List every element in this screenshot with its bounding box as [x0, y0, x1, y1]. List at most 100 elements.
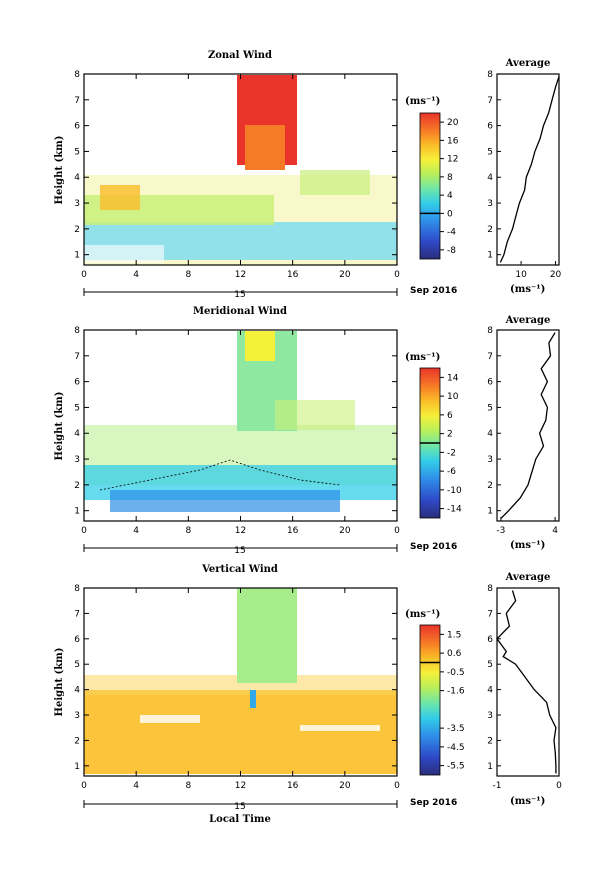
profile-y-tick-label: 8: [487, 584, 493, 594]
profile-xlabel: (ms⁻¹): [510, 796, 545, 807]
x-tick-label: 16: [287, 781, 299, 791]
x-tick-label: 16: [287, 526, 299, 536]
colorbar-tick-label: 2: [447, 430, 453, 440]
field-patch-early: [100, 185, 140, 210]
field-gap-1: [140, 715, 200, 723]
x-tick-label: 12: [235, 270, 246, 280]
zero-contour: [99, 459, 341, 491]
heatmap-field: [84, 331, 397, 512]
profile-frame: [496, 73, 560, 266]
colorbar-tick-label: 1.5: [447, 630, 461, 640]
profile-title: Average: [505, 58, 551, 69]
profile-y-tick-label: 4: [487, 173, 493, 183]
x-tick-label: 0: [394, 781, 400, 791]
y-axis-label: Height (km): [54, 392, 65, 461]
profile-x-tick-label: 4: [552, 526, 558, 536]
x-tick-label: 0: [81, 781, 87, 791]
field-band-low: [84, 690, 397, 774]
day-label: 15: [234, 546, 245, 556]
colorbar-tick-label: 14: [447, 373, 459, 383]
profile-x-tick-label: 20: [550, 270, 562, 280]
colorbar-unit: (ms⁻¹): [405, 352, 440, 363]
profile-y-tick-label: 5: [487, 147, 493, 157]
y-tick-label: 1: [74, 762, 80, 772]
x-tick-label: 4: [133, 526, 139, 536]
profile-x-tick-label: -1: [493, 781, 502, 791]
colorbar-tick-label: 16: [447, 136, 459, 146]
x-tick-label: 0: [81, 526, 87, 536]
chart-title: Vertical Wind: [201, 564, 278, 575]
y-tick-label: 7: [74, 96, 80, 106]
profile-y-tick-label: 6: [487, 378, 493, 388]
profile-y-tick-label: 1: [487, 762, 493, 772]
y-axis-label: Height (km): [54, 136, 65, 205]
profile-y-tick-label: 4: [487, 429, 493, 439]
y-tick-label: 2: [74, 481, 80, 491]
field-band-mid: [84, 675, 397, 695]
field-gap-2: [300, 725, 380, 731]
colorbar-tick-label: 6: [447, 411, 453, 421]
y-tick-label: 8: [74, 70, 80, 80]
colorbar-tick-label: -0.5: [447, 668, 465, 678]
colorbar-tick-label: -2: [447, 448, 456, 458]
profile-y-tick-label: 5: [487, 403, 493, 413]
colorbar-tick-label: -4: [447, 228, 456, 238]
y-tick-label: 8: [74, 326, 80, 336]
colorbar-tick-label: -4.5: [447, 743, 465, 753]
profile-line: [496, 590, 557, 774]
colorbar-tick-label: 10: [447, 392, 459, 402]
colorbar-tick-label: -10: [447, 486, 462, 496]
x-tick-label: 0: [81, 270, 87, 280]
y-tick-label: 1: [74, 251, 80, 261]
field-band-lowest: [110, 490, 340, 512]
profile-y-tick-label: 6: [487, 635, 493, 645]
chart-title: Meridional Wind: [193, 306, 287, 317]
x-tick-label: 4: [133, 781, 139, 791]
field-jet-lower: [245, 125, 285, 170]
y-tick-label: 1: [74, 507, 80, 517]
y-tick-label: 3: [74, 199, 80, 209]
y-tick-label: 5: [74, 660, 80, 670]
heatmap-field: [84, 588, 397, 774]
colorbar-tick-label: -5.5: [447, 762, 465, 772]
colorbar-ticks: 14 10 6 2 -2 -6 -10 -14: [420, 373, 462, 515]
chart-title: Zonal Wind: [208, 50, 272, 61]
x-tick-label: 0: [394, 270, 400, 280]
profile-line: [499, 76, 560, 263]
y-tick-label: 4: [74, 686, 80, 696]
date-label: Sep 2016: [410, 542, 457, 552]
colorbar-tick-label: 4: [447, 191, 453, 201]
colorbar-tick-label: 0.6: [447, 649, 462, 659]
colorbar: [419, 624, 441, 776]
profile-y-tick-label: 3: [487, 199, 493, 209]
heatmap-field: [84, 75, 397, 265]
y-tick-label: 8: [74, 584, 80, 594]
y-tick-label: 6: [74, 122, 80, 132]
profile-y-tick-label: 4: [487, 686, 493, 696]
profile-axes: 1 2 3 4 5 6 7 8 10 20: [487, 70, 561, 280]
y-tick-label: 6: [74, 378, 80, 388]
y-tick-label: 2: [74, 736, 80, 746]
y-tick-label: 4: [74, 173, 80, 183]
field-column-top: [245, 331, 275, 361]
y-tick-label: 5: [74, 403, 80, 413]
colorbar-tick-label: 20: [447, 118, 459, 128]
y-tick-label: 5: [74, 147, 80, 157]
profile-xlabel: (ms⁻¹): [510, 540, 545, 551]
colorbar-tick-label: -3.5: [447, 724, 465, 734]
x-tick-label: 20: [339, 526, 351, 536]
y-tick-label: 4: [74, 429, 80, 439]
profile-y-tick-label: 2: [487, 736, 493, 746]
colorbar-tick-label: 0: [447, 209, 453, 219]
x-tick-label: 20: [339, 781, 351, 791]
x-tick-label: 8: [185, 526, 191, 536]
x-tick-label: 12: [235, 781, 246, 791]
field-patch-right: [300, 170, 370, 195]
day-label: 15: [234, 290, 245, 300]
profile-line: [500, 332, 556, 519]
profile-x-tick-label: 10: [515, 270, 527, 280]
